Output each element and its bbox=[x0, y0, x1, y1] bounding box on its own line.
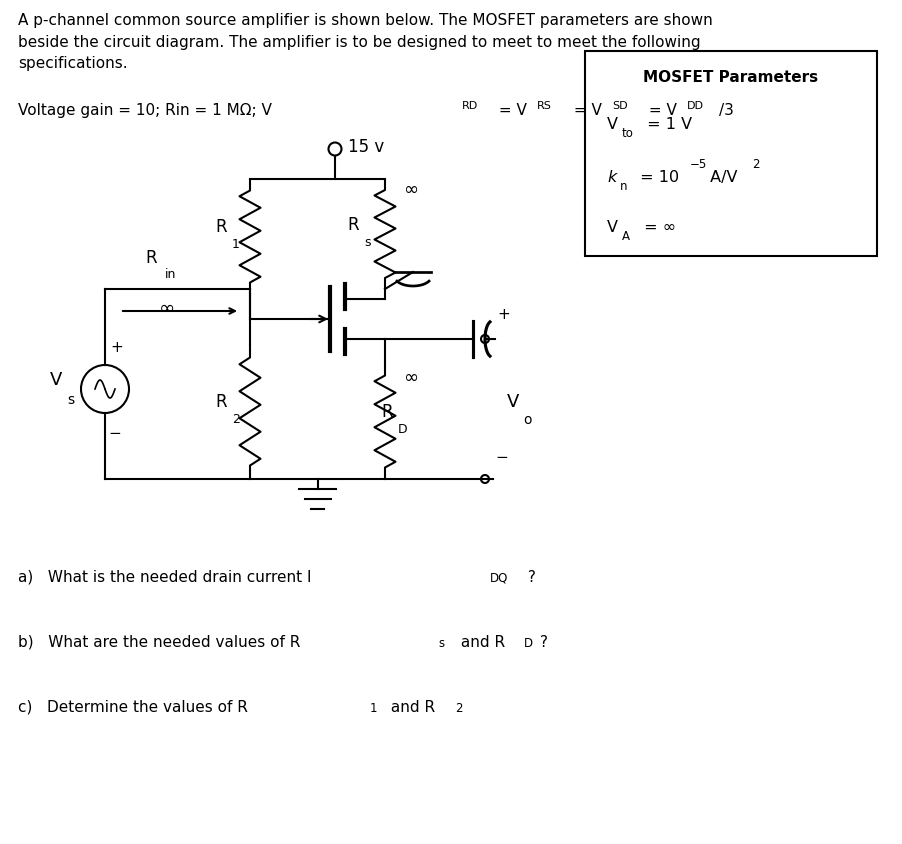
Text: SD: SD bbox=[612, 101, 627, 111]
Text: c)   Determine the values of R: c) Determine the values of R bbox=[18, 699, 248, 714]
Text: DQ: DQ bbox=[490, 571, 508, 584]
Text: R: R bbox=[381, 403, 392, 421]
Text: −5: −5 bbox=[689, 158, 706, 170]
Text: k: k bbox=[606, 170, 615, 185]
Text: +: + bbox=[110, 340, 123, 355]
Text: −: − bbox=[494, 450, 507, 465]
Text: A p-channel common source amplifier is shown below. The MOSFET parameters are sh: A p-channel common source amplifier is s… bbox=[18, 13, 712, 71]
Text: R: R bbox=[215, 393, 226, 411]
Text: ∞: ∞ bbox=[402, 368, 418, 386]
Text: RD: RD bbox=[462, 101, 478, 111]
Text: V: V bbox=[606, 116, 617, 132]
Text: V: V bbox=[606, 219, 617, 235]
Text: = V: = V bbox=[568, 103, 602, 118]
Text: +: + bbox=[496, 307, 510, 322]
Text: = 1 V: = 1 V bbox=[641, 116, 691, 132]
Text: s: s bbox=[67, 392, 74, 407]
Text: /3: /3 bbox=[718, 103, 733, 118]
FancyBboxPatch shape bbox=[584, 52, 876, 257]
Text: 1: 1 bbox=[370, 701, 377, 714]
Text: and R: and R bbox=[456, 634, 504, 649]
Text: and R: and R bbox=[385, 699, 435, 714]
Text: a)   What is the needed drain current I: a) What is the needed drain current I bbox=[18, 570, 311, 584]
Text: 2: 2 bbox=[455, 701, 462, 714]
Text: R: R bbox=[145, 249, 157, 267]
Text: A: A bbox=[621, 230, 630, 243]
Text: D: D bbox=[398, 423, 407, 436]
Text: ?: ? bbox=[522, 570, 535, 584]
Text: MOSFET Parameters: MOSFET Parameters bbox=[643, 70, 817, 85]
Text: −: − bbox=[108, 426, 121, 441]
Text: V: V bbox=[50, 371, 62, 388]
Text: s: s bbox=[364, 235, 370, 248]
Text: n: n bbox=[620, 180, 627, 192]
Text: A/V: A/V bbox=[704, 170, 737, 185]
Text: = ∞: = ∞ bbox=[639, 219, 676, 235]
Text: 1: 1 bbox=[232, 238, 240, 251]
Text: Voltage gain = 10; Rin = 1 MΩ; V: Voltage gain = 10; Rin = 1 MΩ; V bbox=[18, 103, 272, 118]
Text: ?: ? bbox=[539, 634, 548, 649]
Text: = V: = V bbox=[643, 103, 676, 118]
Text: o: o bbox=[522, 413, 531, 426]
Text: 15 v: 15 v bbox=[347, 138, 384, 156]
Text: b)   What are the needed values of R: b) What are the needed values of R bbox=[18, 634, 300, 649]
Text: ∞: ∞ bbox=[402, 181, 418, 199]
Text: V: V bbox=[506, 392, 519, 410]
Text: ∞: ∞ bbox=[159, 298, 175, 317]
Text: in: in bbox=[164, 268, 176, 281]
Text: = V: = V bbox=[493, 103, 526, 118]
Text: DD: DD bbox=[686, 101, 704, 111]
Text: to: to bbox=[621, 127, 633, 140]
Text: R: R bbox=[346, 216, 358, 234]
Text: D: D bbox=[523, 636, 532, 649]
Text: 2: 2 bbox=[232, 413, 240, 425]
Text: 2: 2 bbox=[751, 158, 759, 170]
Text: s: s bbox=[437, 636, 444, 649]
Text: RS: RS bbox=[537, 101, 551, 111]
Text: = 10: = 10 bbox=[634, 170, 678, 185]
Text: R: R bbox=[215, 219, 226, 236]
